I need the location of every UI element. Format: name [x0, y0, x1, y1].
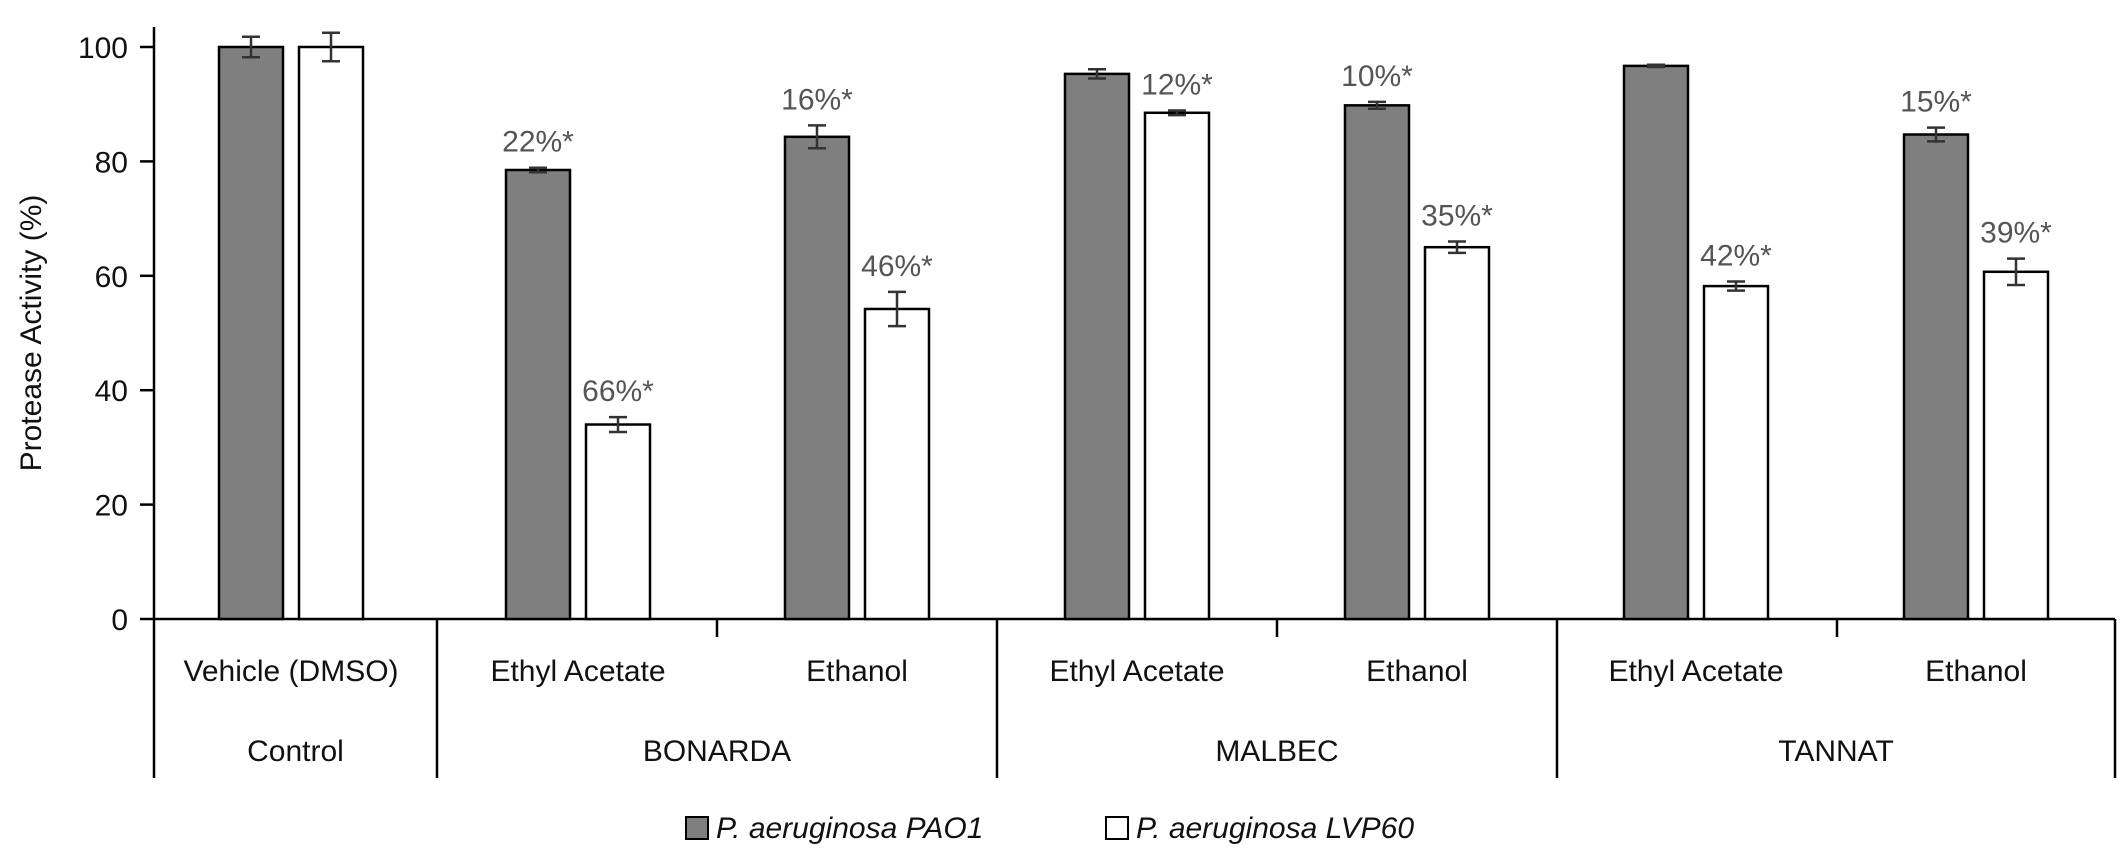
data-label: 39%*: [1980, 217, 2052, 250]
y-tick-label: 100: [78, 32, 128, 65]
bar-pao1: [1902, 133, 1970, 621]
data-label: 10%*: [1341, 60, 1413, 93]
bar-pao1: [217, 45, 285, 621]
bar-lvp60: [1423, 245, 1491, 621]
data-label: 35%*: [1421, 199, 1493, 232]
group-label: TANNAT: [1778, 735, 1894, 768]
group-label: MALBEC: [1215, 735, 1338, 768]
legend-swatch-lvp60: [1105, 816, 1129, 840]
y-tick-label: 80: [95, 146, 128, 179]
y-tick-label: 40: [95, 375, 128, 408]
bar-pao1: [1343, 104, 1411, 621]
group-label: BONARDA: [643, 735, 791, 768]
category-label: Ethanol: [1366, 655, 1468, 688]
bar-pao1: [504, 168, 572, 621]
category-label: Ethyl Acetate: [490, 655, 665, 688]
bar-pao1: [783, 135, 851, 621]
group-label: Control: [247, 735, 344, 768]
y-tick-label: 0: [111, 604, 128, 637]
bar-lvp60: [584, 423, 652, 621]
category-label: Ethyl Acetate: [1049, 655, 1224, 688]
category-label: Ethanol: [806, 655, 908, 688]
legend-label-lvp60: P. aeruginosa LVP60: [1136, 812, 1414, 845]
data-label: 42%*: [1700, 240, 1772, 273]
legend-label-pao1: P. aeruginosa PAO1: [716, 812, 983, 845]
bar-lvp60: [1982, 270, 2050, 621]
legend-swatch-pao1: [685, 816, 709, 840]
category-label: Ethanol: [1925, 655, 2027, 688]
y-tick-label: 20: [95, 490, 128, 523]
bar-lvp60: [1143, 111, 1211, 621]
y-axis-title: Protease Activity (%): [15, 195, 48, 472]
bar-pao1: [1063, 72, 1131, 621]
bar-lvp60: [863, 307, 931, 621]
data-label: 22%*: [502, 126, 574, 159]
bar-pao1: [1622, 64, 1690, 621]
bar-lvp60: [297, 45, 365, 621]
data-label: 46%*: [861, 250, 933, 283]
data-label: 12%*: [1141, 68, 1213, 101]
category-label: Vehicle (DMSO): [183, 655, 398, 688]
bar-lvp60: [1702, 284, 1770, 621]
category-label: Ethyl Acetate: [1608, 655, 1783, 688]
data-label: 16%*: [781, 83, 853, 116]
data-label: 15%*: [1900, 86, 1972, 119]
legend: P. aeruginosa PAO1 P. aeruginosa LVP60: [685, 812, 1414, 845]
data-label: 66%*: [582, 375, 654, 408]
y-tick-label: 60: [95, 261, 128, 294]
